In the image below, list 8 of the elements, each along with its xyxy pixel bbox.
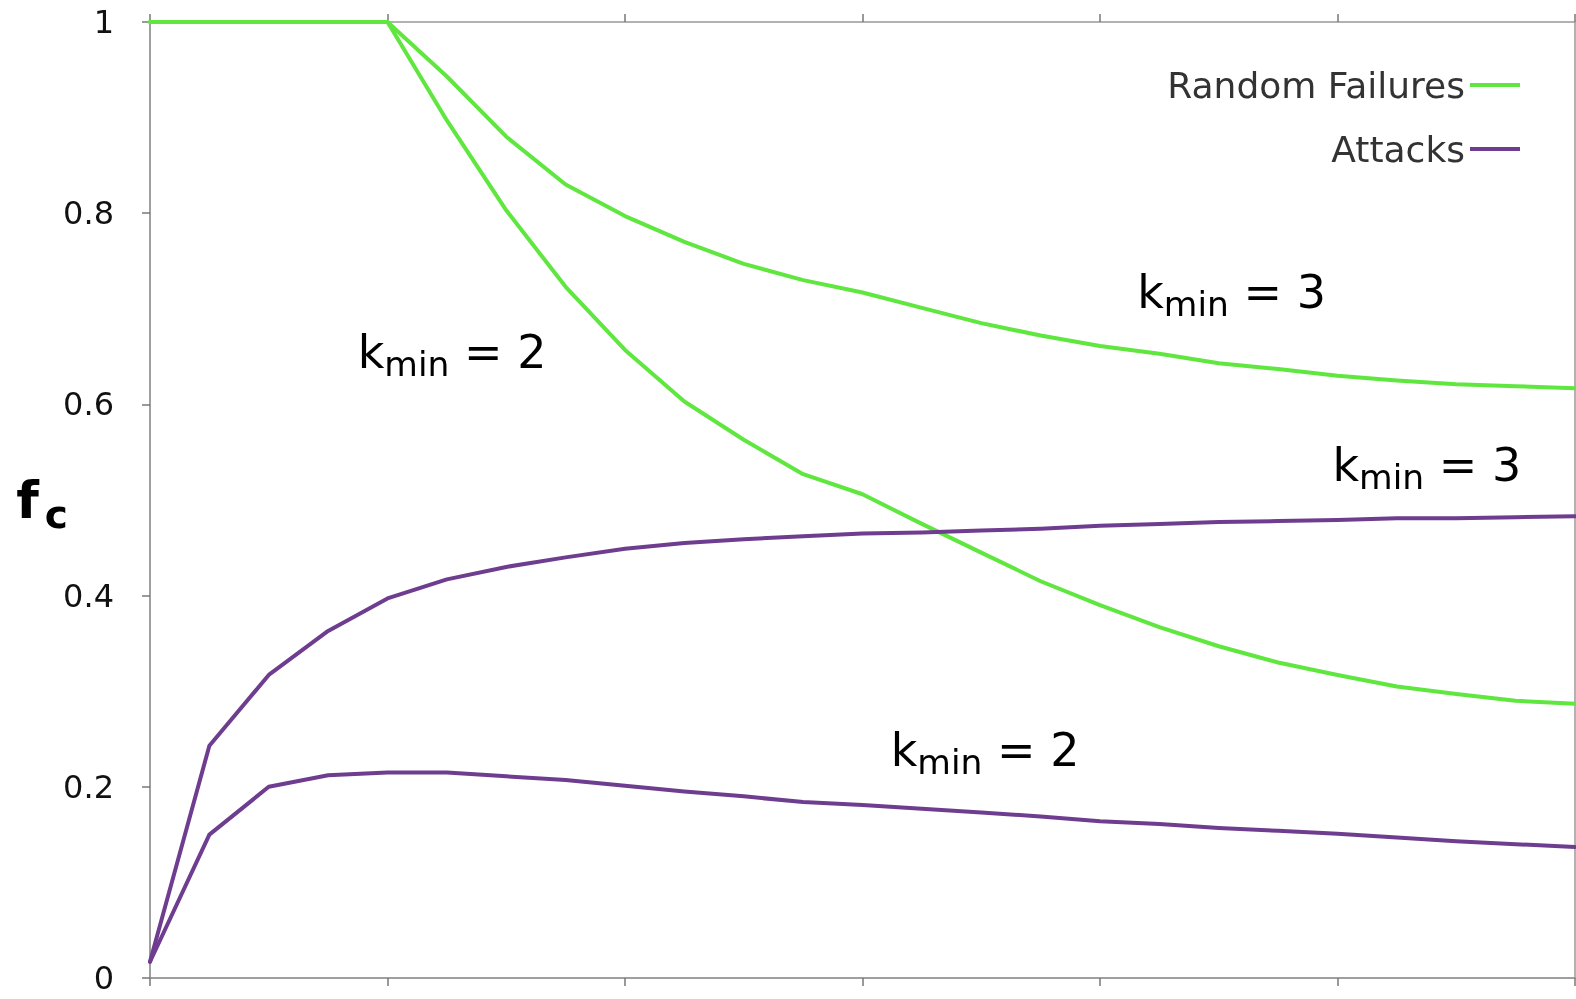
legend-label: Random Failures: [1167, 64, 1465, 106]
y-tick-label: 0: [93, 959, 114, 997]
y-tick-label: 0.2: [63, 767, 114, 806]
y-tick-label: 1: [93, 3, 114, 41]
y-tick-label: 0.4: [63, 576, 114, 615]
legend-label: Attacks: [1331, 128, 1465, 170]
y-tick-label: 0.6: [63, 385, 114, 424]
y-tick-label: 0.8: [63, 194, 114, 233]
